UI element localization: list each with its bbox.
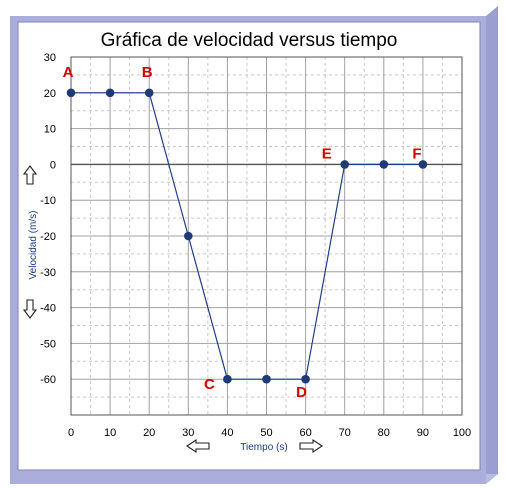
x-tick-label: 20	[143, 427, 155, 439]
data-point	[301, 374, 310, 384]
up-arrow-icon[interactable]	[22, 165, 38, 185]
y-tick-label: 30	[44, 52, 56, 64]
grid	[70, 56, 463, 416]
x-tick-label: 0	[68, 427, 74, 439]
x-tick-label: 10	[104, 427, 116, 439]
data-point	[66, 88, 76, 98]
y-tick-labels: 30 20 10 0 -10 -20 -30 -40 -50 -60	[40, 52, 56, 386]
series-line	[71, 92, 423, 380]
x-axis-label: Tiempo (s)	[240, 442, 287, 453]
chart-background	[17, 21, 481, 471]
y-tick-label: -30	[40, 267, 56, 279]
point-label-a: A	[63, 64, 74, 81]
y-axis-label: Velocidad (m/s)	[28, 211, 39, 280]
annotations: A B C D E F	[63, 64, 422, 401]
y-tick-label: -10	[40, 195, 56, 207]
data-point	[184, 231, 193, 241]
data-point	[379, 160, 389, 169]
x-tick-label: 40	[221, 427, 233, 439]
data-point	[262, 374, 271, 384]
y-tick-label: 0	[50, 159, 56, 171]
x-tick-label: 100	[453, 427, 471, 439]
y-tick-label: -50	[40, 338, 56, 350]
point-label-d: D	[296, 384, 307, 401]
point-label-f: F	[412, 145, 421, 162]
left-arrow-icon[interactable]	[186, 438, 210, 454]
plot-border	[70, 56, 463, 416]
x-tick-label: 80	[378, 427, 390, 439]
x-tick-label: 60	[299, 427, 311, 439]
y-tick-label: -20	[40, 231, 56, 243]
series-group	[66, 88, 428, 384]
point-label-c: C	[204, 376, 215, 393]
x-tick-label: 30	[182, 427, 194, 439]
right-arrow-icon[interactable]	[299, 438, 323, 454]
chart-title: Gráfica de velocidad versus tiempo	[101, 30, 398, 51]
data-point	[340, 160, 350, 169]
data-point	[223, 374, 232, 384]
data-point	[418, 160, 428, 169]
x-tick-label: 50	[260, 427, 272, 439]
frame-side	[486, 6, 498, 484]
x-tick-label: 90	[417, 427, 429, 439]
point-label-e: E	[322, 145, 332, 162]
data-point	[105, 88, 115, 98]
y-tick-label: -40	[40, 303, 56, 315]
y-tick-label: 20	[44, 88, 56, 100]
x-tick-label: 70	[339, 427, 351, 439]
x-tick-labels: 0 10 20 30 40 50 60 70 80 90 100	[68, 427, 471, 439]
y-tick-label: 10	[44, 124, 56, 136]
point-label-b: B	[142, 64, 153, 81]
data-point	[144, 88, 154, 98]
down-arrow-icon[interactable]	[22, 299, 38, 319]
y-tick-label: -60	[40, 374, 56, 386]
